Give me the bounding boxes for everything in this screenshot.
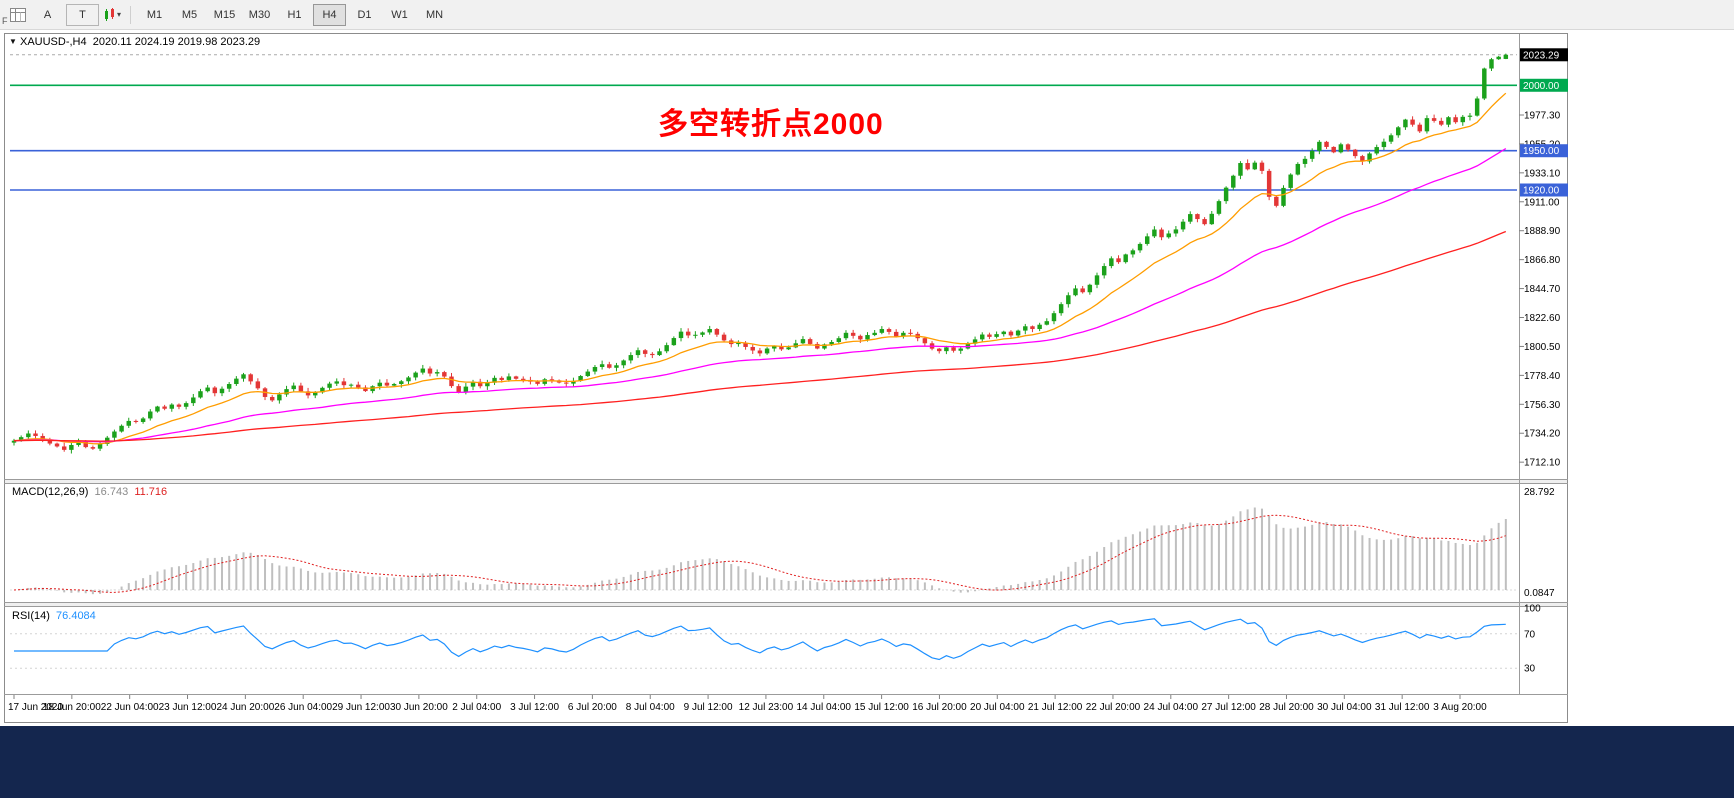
bottom-taskbar xyxy=(0,726,1734,798)
svg-text:16 Jul 20:00: 16 Jul 20:00 xyxy=(912,702,967,713)
macd-panel xyxy=(10,507,1517,595)
svg-text:1920.00: 1920.00 xyxy=(1523,186,1560,197)
fast-navigation-label[interactable]: F xyxy=(2,16,8,26)
svg-text:2 Jul 04:00: 2 Jul 04:00 xyxy=(452,702,501,713)
svg-text:22 Jun 04:00: 22 Jun 04:00 xyxy=(101,702,159,713)
svg-text:100: 100 xyxy=(1524,604,1541,615)
svg-text:1888.90: 1888.90 xyxy=(1524,226,1561,237)
timeframe-group: M1 M5 M15 M30 H1 H4 D1 W1 MN xyxy=(137,3,452,26)
slow-ma-line xyxy=(13,230,1507,442)
svg-text:18 Jun 20:00: 18 Jun 20:00 xyxy=(43,702,101,713)
svg-text:1756.30: 1756.30 xyxy=(1524,400,1561,411)
svg-text:30 Jul 04:00: 30 Jul 04:00 xyxy=(1317,702,1372,713)
timeframe-button-m15[interactable]: M15 xyxy=(213,8,236,21)
svg-text:27 Jul 12:00: 27 Jul 12:00 xyxy=(1201,702,1256,713)
svg-text:30: 30 xyxy=(1524,664,1536,675)
svg-text:21 Jul 12:00: 21 Jul 12:00 xyxy=(1028,702,1083,713)
chart-grid-icon-glyph xyxy=(10,7,26,22)
svg-text:1734.20: 1734.20 xyxy=(1524,429,1561,440)
one-click-trading-toggle[interactable]: ▼ xyxy=(9,37,17,46)
chart-window: 1977.301955.201933.101911.001888.901866.… xyxy=(4,33,1568,723)
svg-text:26 Jun 04:00: 26 Jun 04:00 xyxy=(274,702,332,713)
rsi-panel xyxy=(10,618,1517,669)
svg-text:14 Jul 04:00: 14 Jul 04:00 xyxy=(797,702,852,713)
svg-text:1911.00: 1911.00 xyxy=(1524,197,1560,208)
svg-text:2000.00: 2000.00 xyxy=(1523,81,1560,92)
annotation-a-button[interactable]: A xyxy=(43,8,52,21)
svg-text:17 Jun 2020: 17 Jun 2020 xyxy=(8,702,63,713)
timeframe-button-m30[interactable]: M30 xyxy=(248,8,271,21)
svg-text:29 Jun 12:00: 29 Jun 12:00 xyxy=(332,702,390,713)
mid-ma-line xyxy=(13,148,1507,443)
svg-text:1712.10: 1712.10 xyxy=(1524,458,1561,469)
svg-text:8 Jul 04:00: 8 Jul 04:00 xyxy=(626,702,675,713)
top-toolbar: A T ▾ M1 M5 M15 M30 H1 H4 D1 W1 MN xyxy=(0,0,1734,30)
svg-text:1844.70: 1844.70 xyxy=(1524,284,1561,295)
svg-text:30 Jun 20:00: 30 Jun 20:00 xyxy=(390,702,448,713)
fast-ma-line xyxy=(13,92,1507,445)
svg-text:31 Jul 12:00: 31 Jul 12:00 xyxy=(1375,702,1430,713)
svg-text:1822.60: 1822.60 xyxy=(1524,313,1561,324)
svg-text:1977.30: 1977.30 xyxy=(1524,110,1561,121)
horizontal-line-objects xyxy=(10,54,1517,191)
toolbar-separator xyxy=(130,5,131,24)
chevron-down-icon: ▾ xyxy=(116,10,121,19)
chart-canvas[interactable]: 1977.301955.201933.101911.001888.901866.… xyxy=(4,33,1568,723)
svg-text:1950.00: 1950.00 xyxy=(1523,146,1560,157)
candles-layer xyxy=(11,53,1509,454)
timeframe-button-mn[interactable]: MN xyxy=(425,8,444,21)
panel-borders xyxy=(4,34,1568,695)
timeframe-button-h4[interactable]: H4 xyxy=(313,3,346,26)
svg-text:1800.50: 1800.50 xyxy=(1524,342,1561,353)
chart-grid-icon[interactable] xyxy=(7,5,29,25)
svg-text:6 Jul 20:00: 6 Jul 20:00 xyxy=(568,702,617,713)
svg-text:70: 70 xyxy=(1524,629,1536,640)
timeframe-button-m1[interactable]: M1 xyxy=(146,8,163,21)
indicators-button[interactable]: ▾ xyxy=(101,5,123,25)
svg-text:23 Jun 12:00: 23 Jun 12:00 xyxy=(159,702,217,713)
svg-text:20 Jul 04:00: 20 Jul 04:00 xyxy=(970,702,1025,713)
svg-text:0.0847: 0.0847 xyxy=(1524,588,1555,599)
svg-text:1778.40: 1778.40 xyxy=(1524,371,1561,382)
timeframe-button-w1[interactable]: W1 xyxy=(391,8,408,21)
svg-text:28 Jul 20:00: 28 Jul 20:00 xyxy=(1259,702,1314,713)
svg-text:24 Jun 20:00: 24 Jun 20:00 xyxy=(216,702,274,713)
timeframe-button-h1[interactable]: H1 xyxy=(287,8,302,21)
svg-text:12 Jul 23:00: 12 Jul 23:00 xyxy=(739,702,794,713)
svg-text:15 Jul 12:00: 15 Jul 12:00 xyxy=(854,702,909,713)
svg-text:3 Jul 12:00: 3 Jul 12:00 xyxy=(510,702,559,713)
svg-text:1866.80: 1866.80 xyxy=(1524,255,1561,266)
text-tool-button[interactable]: T xyxy=(66,3,99,26)
svg-text:2023.29: 2023.29 xyxy=(1523,50,1560,61)
price-badges: 2000.00 1950.00 1920.00 2023.29 xyxy=(1520,48,1568,197)
svg-text:28.792: 28.792 xyxy=(1524,487,1555,498)
svg-text:3 Aug 20:00: 3 Aug 20:00 xyxy=(1433,702,1487,713)
svg-text:24 Jul 04:00: 24 Jul 04:00 xyxy=(1144,702,1199,713)
indicator-candles-icon xyxy=(104,7,114,21)
svg-text:1933.10: 1933.10 xyxy=(1524,168,1561,179)
timeframe-button-d1[interactable]: D1 xyxy=(357,8,372,21)
svg-text:9 Jul 12:00: 9 Jul 12:00 xyxy=(684,702,733,713)
svg-text:22 Jul 20:00: 22 Jul 20:00 xyxy=(1086,702,1141,713)
timeframe-button-m5[interactable]: M5 xyxy=(181,8,198,21)
